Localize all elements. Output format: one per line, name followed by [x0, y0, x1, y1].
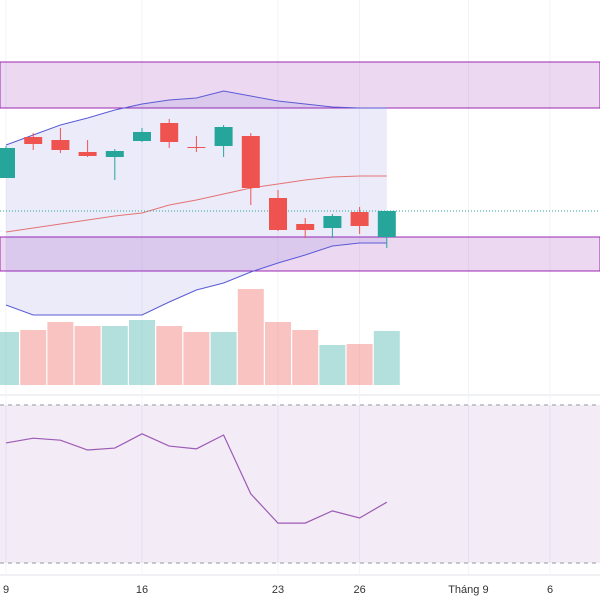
candle-body	[105, 151, 124, 157]
candle-body	[187, 147, 206, 148]
bollinger-upper	[5, 90, 387, 146]
candle-body	[214, 127, 233, 146]
volume-bar	[265, 322, 291, 385]
candle-body	[51, 140, 70, 150]
volume-bar	[74, 326, 101, 385]
rsi-fill	[0, 405, 600, 563]
volume-bar	[20, 330, 47, 385]
volume-bar	[129, 320, 155, 385]
volume-bar	[319, 345, 346, 385]
x-tick-label: 16	[136, 584, 148, 596]
bollinger-middle	[5, 175, 387, 233]
volume-bar	[47, 322, 74, 385]
candle-body	[24, 137, 43, 144]
candle-body	[269, 198, 287, 230]
volume-bar	[0, 332, 19, 385]
candle-body	[78, 152, 97, 156]
volume-bar	[292, 330, 319, 385]
candle-body	[350, 212, 369, 226]
zone	[0, 61, 600, 109]
x-tick-label: 26	[353, 584, 365, 596]
x-tick-label: 9	[3, 584, 9, 596]
candle-body	[133, 132, 151, 141]
candle-body	[323, 216, 342, 228]
candle-body	[160, 123, 179, 142]
candle-body	[296, 224, 315, 230]
x-tick-label: 6	[547, 584, 553, 596]
bollinger-lower	[5, 242, 387, 316]
candle-body	[0, 148, 15, 178]
volume-bar	[373, 331, 400, 385]
volume-bar	[237, 289, 264, 385]
volume-bar	[210, 332, 237, 385]
volume-bar	[101, 326, 128, 385]
rsi-line	[5, 433, 388, 524]
candle-body	[241, 136, 260, 188]
x-tick-label: 23	[272, 584, 284, 596]
volume-bar	[183, 332, 210, 385]
x-tick-label: Tháng 9	[448, 584, 488, 596]
candle-body	[377, 211, 396, 237]
zone	[0, 236, 600, 272]
volume-bar	[156, 326, 183, 385]
volume-bar	[346, 344, 373, 385]
